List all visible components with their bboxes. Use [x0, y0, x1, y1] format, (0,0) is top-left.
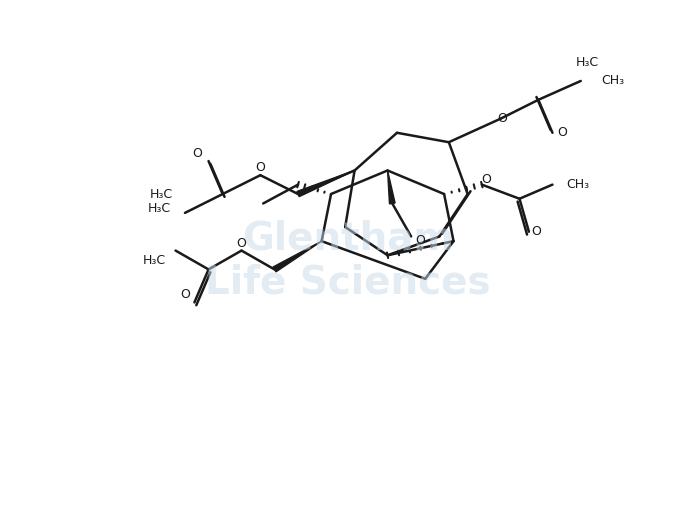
Text: H₃C: H₃C	[576, 56, 599, 69]
Text: O: O	[532, 225, 541, 238]
Polygon shape	[273, 241, 322, 272]
Polygon shape	[297, 171, 354, 197]
Text: O: O	[557, 126, 567, 139]
Text: O: O	[482, 173, 491, 186]
Text: H₃C: H₃C	[150, 188, 173, 201]
Text: H₃C: H₃C	[148, 202, 171, 215]
Polygon shape	[388, 171, 395, 204]
Text: O: O	[498, 112, 507, 125]
Text: O: O	[192, 147, 202, 160]
Text: H₃C: H₃C	[143, 253, 166, 266]
Text: CH₃: CH₃	[601, 74, 624, 87]
Text: O: O	[416, 234, 425, 247]
Text: Glentham
Life Sciences: Glentham Life Sciences	[205, 219, 491, 301]
Text: O: O	[180, 289, 190, 302]
Text: O: O	[255, 161, 265, 174]
Text: O: O	[237, 237, 246, 250]
Text: CH₃: CH₃	[567, 178, 590, 191]
